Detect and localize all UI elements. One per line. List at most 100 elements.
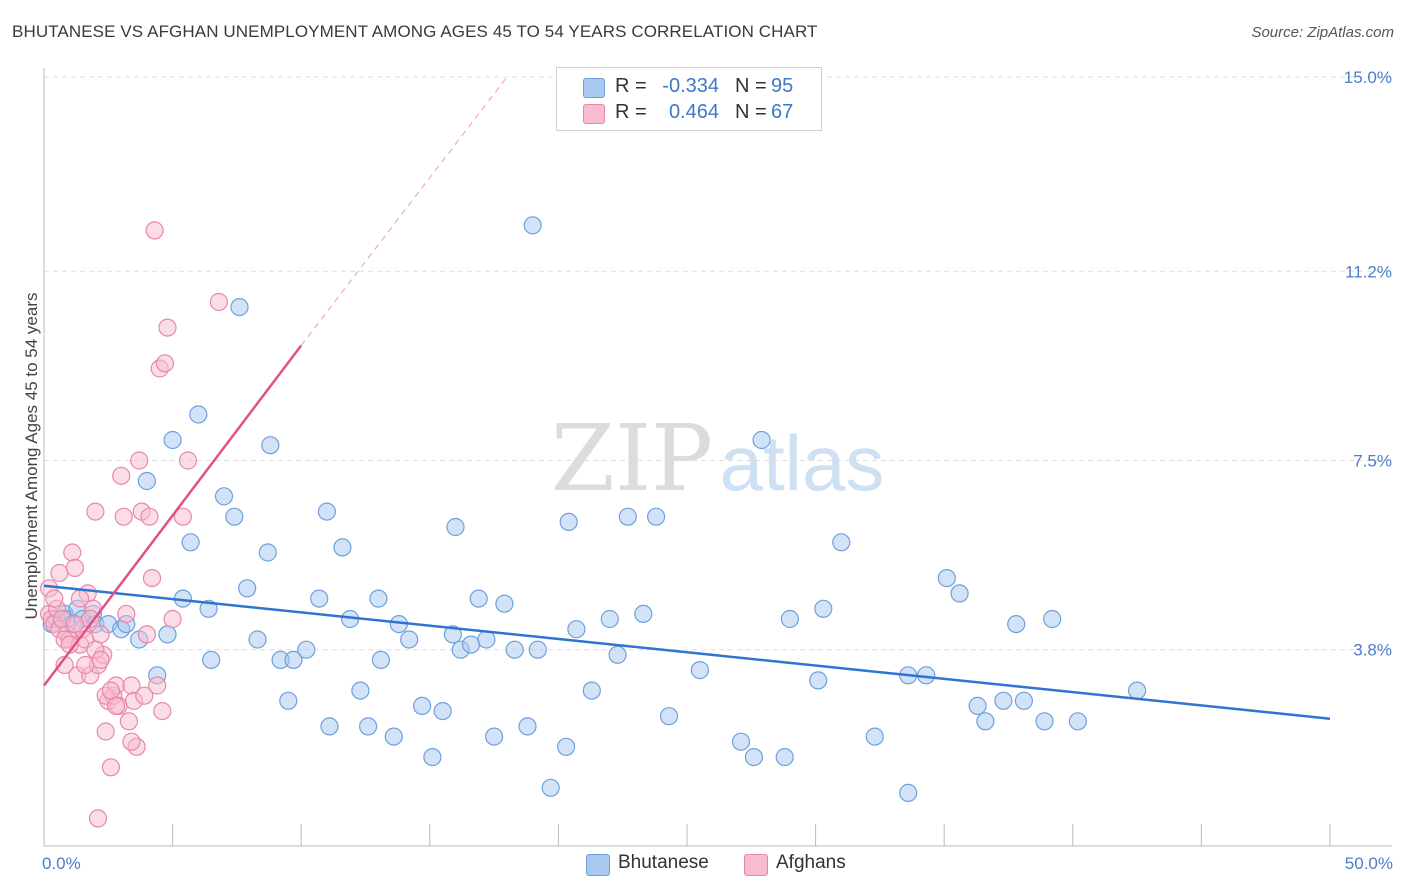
data-point: [384, 727, 403, 746]
data-point: [351, 681, 370, 700]
r-label: R =: [615, 75, 647, 97]
data-point: [70, 589, 90, 608]
data-point: [91, 625, 110, 644]
data-point: [1043, 609, 1062, 629]
data-point: [994, 691, 1013, 710]
r-value: -0.334: [662, 75, 719, 97]
data-point: [690, 660, 710, 680]
data-point: [63, 543, 82, 562]
data-point: [163, 609, 182, 629]
data-point: [752, 430, 771, 450]
data-point: [495, 594, 514, 613]
data-point: [119, 712, 138, 731]
data-point: [634, 604, 653, 624]
data-point: [76, 655, 95, 675]
data-point: [106, 696, 126, 716]
data-point: [261, 436, 280, 455]
data-point: [469, 589, 488, 608]
data-point: [359, 717, 378, 736]
data-point: [1068, 712, 1088, 731]
data-point: [86, 502, 105, 521]
data-point: [832, 533, 851, 552]
y-axis-label: Unemployment Among Ages 45 to 54 years: [22, 293, 41, 620]
data-point: [130, 451, 149, 470]
data-point: [400, 630, 419, 649]
data-point: [559, 512, 578, 532]
afghans-swatch: [583, 104, 605, 124]
data-point: [369, 589, 388, 608]
data-point: [173, 507, 192, 526]
n-label: N =: [735, 75, 767, 97]
data-point: [477, 630, 496, 649]
data-point: [258, 543, 277, 562]
data-point: [523, 216, 542, 235]
data-point: [81, 609, 100, 629]
r-value: 0.464: [668, 101, 719, 123]
data-point: [91, 650, 110, 670]
data-point: [50, 563, 69, 583]
data-point: [163, 430, 182, 450]
grid-lines: [44, 76, 1392, 651]
data-point: [284, 650, 303, 670]
trend-extension-afghans: [300, 76, 508, 346]
axes: [43, 68, 1392, 847]
data-point: [659, 707, 679, 726]
stats-legend: R = -0.334 N = 95 R = 0.464 N = 67: [556, 67, 822, 131]
data-point: [88, 809, 108, 828]
data-point: [148, 676, 167, 695]
x-tick-label: 50.0%: [1345, 854, 1393, 873]
trend-line-afghans: [43, 344, 303, 687]
n-value: 95: [771, 75, 794, 97]
trend-line-bhutanese: [43, 584, 1331, 720]
data-point: [137, 471, 156, 491]
data-point: [117, 604, 136, 624]
data-point: [101, 758, 121, 777]
data-point: [423, 747, 442, 767]
data-point: [528, 640, 547, 659]
data-point: [225, 507, 244, 526]
data-point: [333, 538, 352, 557]
data-point: [155, 354, 174, 373]
data-point: [582, 681, 601, 700]
data-point: [230, 298, 249, 317]
data-point: [608, 645, 627, 664]
data-point: [443, 625, 462, 644]
y-tick-label: 7.5%: [1353, 452, 1392, 471]
data-point: [279, 691, 298, 710]
data-point: [556, 737, 576, 756]
data-point: [1035, 712, 1054, 731]
data-point: [178, 451, 198, 470]
data-point: [731, 732, 751, 751]
data-point: [567, 620, 586, 639]
data-point: [541, 778, 560, 797]
data-point: [65, 614, 85, 634]
n-label: N =: [735, 101, 767, 123]
series-afghans: [39, 221, 228, 828]
data-point: [199, 599, 218, 618]
data-point: [96, 722, 115, 741]
data-point: [297, 640, 316, 659]
data-point: [505, 640, 524, 659]
legend-label-bhutanese: Bhutanese: [618, 852, 709, 873]
r-label: R =: [615, 101, 647, 123]
data-point: [413, 696, 432, 716]
data-point: [135, 686, 154, 705]
data-point: [461, 635, 481, 654]
data-point: [446, 517, 465, 537]
data-point: [950, 584, 969, 603]
data-point: [600, 609, 619, 629]
n-value: 67: [771, 101, 794, 123]
data-point: [1014, 691, 1034, 710]
trend-lines: [43, 76, 1331, 720]
data-point: [518, 717, 537, 736]
data-point: [122, 732, 141, 751]
afghans-swatch: [744, 854, 768, 876]
data-point: [809, 671, 828, 690]
data-point: [140, 507, 159, 526]
watermark-zip: ZIP: [551, 405, 713, 512]
data-point: [238, 579, 257, 598]
data-point: [865, 727, 884, 746]
x-tick-label: 0.0%: [42, 854, 81, 873]
data-point: [214, 487, 234, 506]
